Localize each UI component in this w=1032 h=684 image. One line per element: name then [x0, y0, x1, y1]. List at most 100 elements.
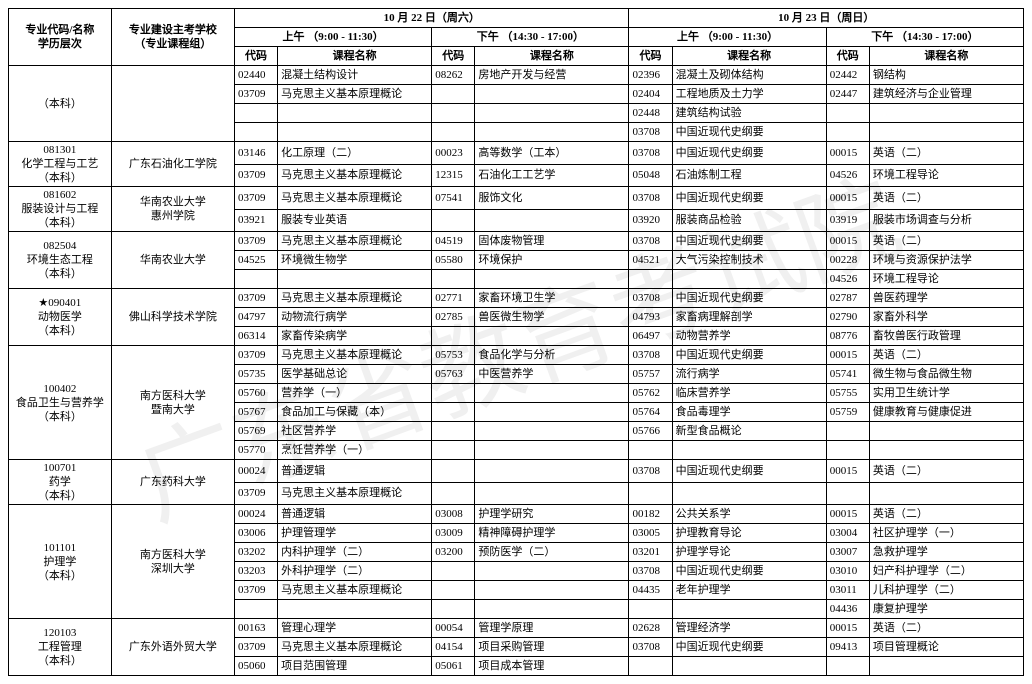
course-name [475, 209, 629, 232]
course-name: 社区营养学 [278, 422, 432, 441]
course-code: 03146 [234, 142, 277, 165]
course-name: 中医营养学 [475, 365, 629, 384]
course-name: 公共关系学 [672, 505, 826, 524]
course-name: 马克思主义基本原理概论 [278, 346, 432, 365]
course-code: 03203 [234, 562, 277, 581]
course-name [278, 104, 432, 123]
course-name: 老年护理学 [672, 581, 826, 600]
major-cell: 120103工程管理（本科） [9, 619, 112, 676]
course-code: 05764 [629, 403, 672, 422]
course-name: 内科护理学（二） [278, 543, 432, 562]
course-code: 03010 [826, 562, 869, 581]
course-code [432, 562, 475, 581]
course-name: 儿科护理学（二） [869, 581, 1023, 600]
course-code: 02628 [629, 619, 672, 638]
course-name: 妇产科护理学（二） [869, 562, 1023, 581]
course-code [432, 384, 475, 403]
course-name: 中国近现代史纲要 [672, 289, 826, 308]
course-name: 钢结构 [869, 66, 1023, 85]
course-code: 03709 [234, 581, 277, 600]
course-code: 05757 [629, 365, 672, 384]
course-name: 管理学原理 [475, 619, 629, 638]
course-name: 兽医微生物学 [475, 308, 629, 327]
course-name: 服饰文化 [475, 187, 629, 210]
major-cell: ★090401动物医学（本科） [9, 289, 112, 346]
course-name: 工程地质及土力学 [672, 85, 826, 104]
course-name: 环境工程导论 [869, 164, 1023, 187]
course-code: 03708 [629, 562, 672, 581]
course-code: 03920 [629, 209, 672, 232]
course-code: 00024 [234, 505, 277, 524]
course-name [869, 482, 1023, 505]
course-name: 家畜环境卫生学 [475, 289, 629, 308]
code-header: 代码 [826, 47, 869, 66]
course-name: 英语（二） [869, 187, 1023, 210]
course-code [432, 600, 475, 619]
table-row: 081602服装设计与工程（本科）华南农业大学惠州学院03709马克思主义基本原… [9, 187, 1024, 210]
course-name: 固体废物管理 [475, 232, 629, 251]
course-code: 07541 [432, 187, 475, 210]
course-name: 普通逻辑 [278, 505, 432, 524]
course-name: 马克思主义基本原理概论 [278, 187, 432, 210]
course-code: 03004 [826, 524, 869, 543]
course-name: 精神障碍护理学 [475, 524, 629, 543]
course-name [475, 123, 629, 142]
course-code: 05762 [629, 384, 672, 403]
course-code [432, 422, 475, 441]
course-code: 03709 [234, 638, 277, 657]
course-name: 中国近现代史纲要 [672, 638, 826, 657]
major-cell: （本科） [9, 66, 112, 142]
course-code [629, 270, 672, 289]
course-name: 护理学研究 [475, 505, 629, 524]
table-body: （本科）02440混凝土结构设计08262房地产开发与经营02396混凝土及砌体… [9, 66, 1024, 676]
course-name: 新型食品概论 [672, 422, 826, 441]
course-name: 马克思主义基本原理概论 [278, 638, 432, 657]
course-name [475, 422, 629, 441]
course-name: 混凝土结构设计 [278, 66, 432, 85]
course-code [432, 209, 475, 232]
course-name [475, 441, 629, 460]
course-name: 环境微生物学 [278, 251, 432, 270]
day1-am: 上午 （9:00 - 11:30） [234, 28, 431, 47]
course-code: 02447 [826, 85, 869, 104]
course-name: 康复护理学 [869, 600, 1023, 619]
course-code: 06497 [629, 327, 672, 346]
course-name: 管理经济学 [672, 619, 826, 638]
course-name: 石油化工工艺学 [475, 164, 629, 187]
course-code [432, 104, 475, 123]
course-name: 兽医药理学 [869, 289, 1023, 308]
major-cell: 101101护理学（本科） [9, 505, 112, 619]
course-name [672, 441, 826, 460]
course-code [234, 600, 277, 619]
course-code: 05767 [234, 403, 277, 422]
course-code: 00228 [826, 251, 869, 270]
school-cell: 广东药科大学 [111, 460, 234, 505]
course-name: 高等数学（工本） [475, 142, 629, 165]
table-row: 100402食品卫生与营养学（本科）南方医科大学暨南大学03709马克思主义基本… [9, 346, 1024, 365]
course-name: 项目成本管理 [475, 657, 629, 676]
name-header: 课程名称 [278, 47, 432, 66]
course-name: 中国近现代史纲要 [672, 142, 826, 165]
course-code: 03709 [234, 289, 277, 308]
course-name: 英语（二） [869, 142, 1023, 165]
course-name [475, 85, 629, 104]
course-code: 05769 [234, 422, 277, 441]
course-code: 05755 [826, 384, 869, 403]
course-code: 00182 [629, 505, 672, 524]
school-cell: 广东外语外贸大学 [111, 619, 234, 676]
course-name [475, 460, 629, 483]
course-code: 00023 [432, 142, 475, 165]
course-code [432, 482, 475, 505]
course-code: 03201 [629, 543, 672, 562]
course-name [278, 123, 432, 142]
course-code: 02442 [826, 66, 869, 85]
course-code: 03009 [432, 524, 475, 543]
exam-schedule-table: 专业代码/名称学历层次 专业建设主考学校（专业课程组） 10 月 22 日（周六… [8, 8, 1024, 676]
course-name: 项目管理概论 [869, 638, 1023, 657]
course-code: 04793 [629, 308, 672, 327]
school-cell: 南方医科大学深圳大学 [111, 505, 234, 619]
course-code [432, 441, 475, 460]
course-name: 医学基础总论 [278, 365, 432, 384]
course-name: 项目范围管理 [278, 657, 432, 676]
major-cell: 082504环境生态工程（本科） [9, 232, 112, 289]
